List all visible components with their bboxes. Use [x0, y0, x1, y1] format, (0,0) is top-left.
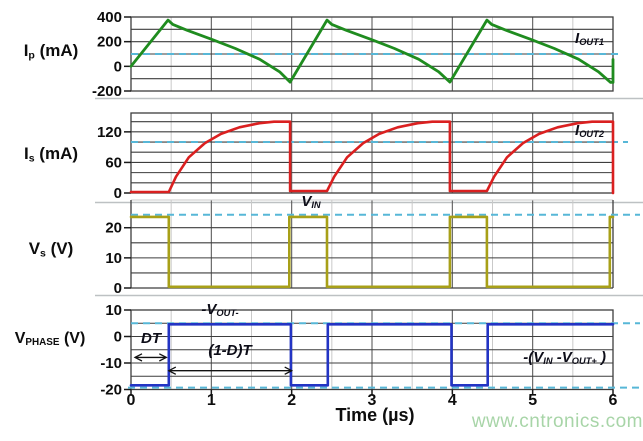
waveform-Vphase [129, 322, 615, 387]
vin-minus-vout-ref-label: -(VIN -VOUT+ ) [523, 349, 606, 367]
ytick-Vs: 20 [105, 220, 122, 237]
ytick-Vs: 10 [105, 250, 122, 267]
ytick-Ip: 0 [114, 58, 122, 75]
vout-neg-ref-label: -VOUT- [201, 301, 239, 319]
panel-Ip: 400 200 0 -200 [92, 9, 623, 100]
waveform-Ip [129, 18, 615, 84]
ytick-Ip: 200 [97, 34, 122, 51]
panel-Vs: 20 10 0 [105, 199, 640, 297]
dt-annotation-label: DT [141, 330, 161, 347]
ytick-Vphase: -10 [100, 355, 122, 372]
ytick-Vs: 0 [114, 280, 122, 297]
panel-vphase-ylabel: VPHASE (V) [14, 330, 86, 349]
xtick: 5 [528, 392, 537, 409]
ytick-Ip: 400 [97, 9, 122, 26]
panel-Is: 120 60 0 [97, 112, 628, 202]
ytick-Is: 120 [97, 124, 122, 141]
xtick: 4 [448, 392, 457, 409]
arrowheads-Vphase-1 [167, 366, 294, 375]
time-axis-label: Time (µs) [335, 405, 415, 425]
iout2-ref-label: IOUT2 [575, 122, 604, 140]
vin-ref-label: VIN [301, 193, 321, 211]
xtick: 1 [207, 392, 216, 409]
xtick: 6 [609, 392, 618, 409]
waveform-Vs [129, 215, 615, 289]
ytick-Vphase: -20 [100, 382, 122, 399]
iout1-ref-label: IOUT1 [575, 30, 604, 48]
ytick-Vphase: 10 [105, 302, 122, 319]
ytick-Vphase: 0 [114, 329, 122, 346]
xtick: 0 [127, 392, 136, 409]
panel-is-ylabel: Is (mA) [23, 144, 79, 165]
ytick-Is: 60 [105, 154, 122, 171]
watermark: www.cntronics.com [471, 411, 643, 432]
ytick-Is: 0 [114, 185, 122, 202]
xtick: 3 [368, 392, 377, 409]
panel-ip-ylabel: Ip (mA) [23, 41, 79, 62]
ytick-Ip: -200 [92, 83, 122, 100]
waveform-Is [129, 120, 615, 195]
xtick: 2 [287, 392, 296, 409]
one-minus-d-t-annotation-label: (1-D)T [208, 342, 252, 359]
panel-vs-ylabel: Vs (V) [28, 239, 74, 260]
panel-Vphase: 10 0 -10 -20 [100, 302, 640, 399]
arrowheads-Vphase-0 [133, 353, 168, 362]
